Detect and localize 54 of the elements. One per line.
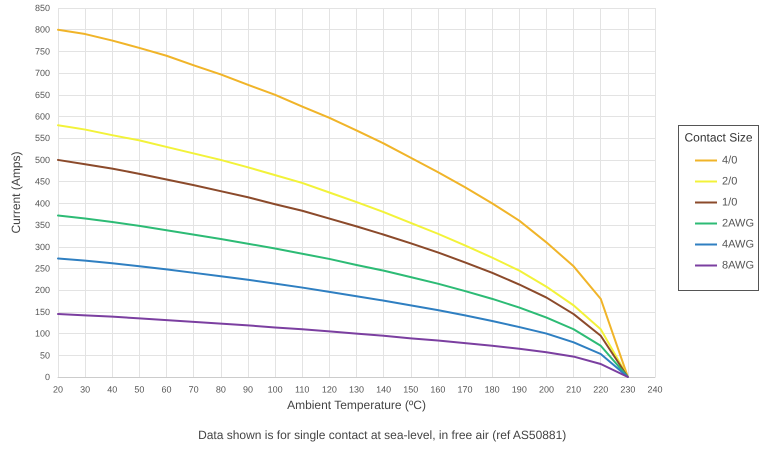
- y-tick-label: 250: [34, 263, 50, 274]
- y-tick-label: 500: [34, 154, 50, 165]
- x-tick-label: 40: [107, 384, 118, 394]
- text: Data shown is for single contact at sea-level, in free air (ref AS50881): [198, 428, 566, 442]
- legend-label: 1/0: [722, 196, 738, 208]
- x-tick-label: 90: [242, 384, 253, 394]
- line-series: [57, 257, 629, 378]
- x-tick-label: 60: [162, 384, 172, 394]
- x-tick-label: 130: [348, 384, 364, 394]
- legend-label: 2AWG: [722, 218, 754, 230]
- x-tick-label: 180: [484, 384, 500, 394]
- y-tick-label: 300: [34, 242, 50, 252]
- legend-label: 4/0: [722, 154, 738, 166]
- y-tick-label: 100: [34, 328, 50, 339]
- x-tick-label: 210: [566, 384, 582, 394]
- legend-label: 2/0: [722, 176, 738, 188]
- x-tick-label: 30: [80, 384, 90, 394]
- y-tick-label: 650: [34, 90, 50, 100]
- line-series: [57, 28, 629, 378]
- x-tick-label: 80: [216, 384, 226, 394]
- x-tick-label: 200: [538, 384, 554, 394]
- y-tick-label: 50: [40, 350, 50, 360]
- y-tick-label: 150: [34, 306, 50, 317]
- x-tick-label: 190: [512, 384, 527, 394]
- y-tick-label: 450: [34, 176, 50, 187]
- x-tick-label: 100: [268, 384, 283, 394]
- y-tick-label: 750: [34, 46, 50, 56]
- x-tick-label: 140: [376, 384, 392, 394]
- y-tick-label: 600: [34, 112, 50, 122]
- legend-label: 8AWG: [722, 260, 754, 272]
- x-tick-label: 20: [52, 384, 64, 394]
- x-tick-label: 120: [322, 384, 337, 394]
- x-tick-label: 150: [403, 384, 418, 394]
- y-tick-label: 850: [34, 3, 50, 13]
- x-tick-label: 230: [620, 384, 636, 394]
- legend-label: 4AWG: [722, 238, 754, 250]
- x-axis-title: Ambient Temperature (ºC): [287, 398, 426, 412]
- y-axis-title: Current (Amps): [9, 151, 23, 234]
- x-tick-label: 110: [295, 384, 310, 394]
- y-tick-label: 800: [34, 24, 50, 35]
- x-tick-label: 50: [134, 384, 144, 394]
- y-tick-label: 700: [34, 68, 50, 78]
- legend-title: Contact Size: [684, 130, 753, 144]
- y-tick-label: 550: [34, 133, 50, 144]
- y-tick-label: 400: [34, 198, 50, 208]
- y-tick-label: 350: [34, 220, 50, 230]
- y-tick-label: 0: [44, 372, 50, 382]
- x-tick-label: 170: [458, 384, 473, 394]
- x-tick-label: 70: [188, 384, 199, 394]
- y-tick-label: 200: [34, 285, 50, 296]
- x-tick-label: 220: [593, 384, 608, 394]
- x-tick-label: 240: [647, 384, 663, 394]
- line-series: [57, 313, 629, 378]
- x-tick-label: 160: [430, 384, 446, 394]
